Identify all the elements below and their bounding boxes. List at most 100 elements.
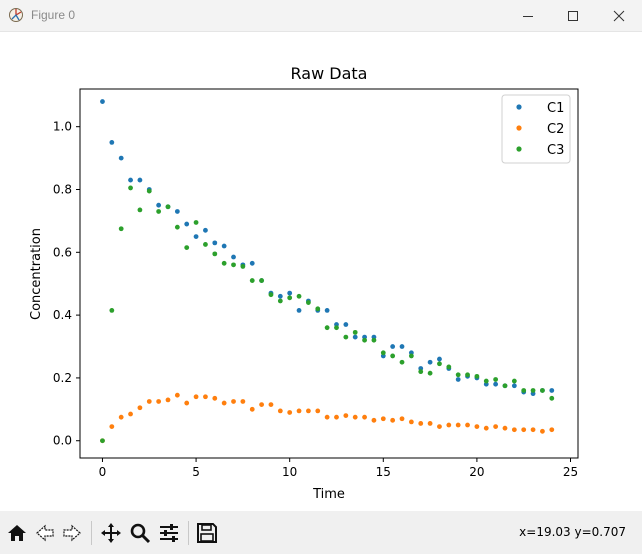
legend-label-c2: C2 — [547, 122, 564, 137]
data-point-c2 — [362, 414, 367, 420]
maximize-icon — [568, 10, 578, 21]
data-point-c3 — [268, 292, 274, 298]
data-point-c1 — [184, 221, 190, 227]
scatter-chart: 0 5 10 15 20 25 0.0 0.2 0.4 0.6 0.8 1.0 Raw Data Ti… — [29, 64, 579, 502]
minimize-button[interactable] — [505, 0, 551, 31]
configure-icon — [160, 524, 178, 542]
figure-app-icon — [9, 8, 23, 22]
data-point-c3 — [502, 383, 508, 389]
data-point-c3 — [277, 298, 283, 304]
y-tick-label: 0.0 — [53, 434, 72, 448]
data-point-c1 — [109, 139, 115, 145]
data-point-c2 — [184, 400, 190, 406]
legend: C1 C2 C3 — [501, 94, 571, 164]
y-tick-label: 0.4 — [53, 308, 72, 322]
data-point-c3 — [165, 204, 171, 210]
x-tick-label: 20 — [469, 465, 484, 479]
data-point-c3 — [465, 372, 470, 378]
data-point-c3 — [427, 370, 433, 376]
data-point-c2 — [109, 424, 115, 429]
pan-button[interactable] — [97, 519, 125, 547]
data-point-c2 — [502, 425, 508, 431]
data-point-c1 — [549, 388, 555, 393]
data-point-c1 — [118, 155, 124, 161]
x-tick-label: 10 — [282, 465, 297, 479]
axes-frame — [79, 88, 579, 459]
data-point-c3 — [259, 278, 265, 283]
data-point-c2 — [118, 414, 124, 420]
forward-button[interactable] — [58, 519, 86, 547]
data-point-c3 — [137, 207, 143, 213]
data-point-c3 — [118, 226, 124, 232]
data-point-c1 — [212, 240, 218, 246]
data-point-c3 — [455, 372, 461, 378]
data-point-c1 — [324, 308, 330, 313]
data-point-c2 — [511, 427, 517, 433]
data-point-c2 — [137, 405, 143, 411]
data-point-c3 — [156, 209, 162, 214]
close-button[interactable] — [596, 0, 642, 31]
back-button[interactable] — [31, 519, 59, 547]
close-icon — [613, 10, 625, 21]
data-point-c2 — [540, 428, 545, 434]
data-point-c3 — [315, 306, 321, 312]
data-point-c3 — [371, 337, 377, 343]
data-point-c1 — [352, 334, 358, 340]
data-point-c2 — [418, 421, 424, 426]
data-point-c1 — [128, 177, 133, 183]
window-title: Figure 0 — [31, 8, 76, 22]
data-point-c2 — [455, 422, 461, 428]
data-point-c2 — [427, 421, 433, 426]
data-point-c2 — [315, 408, 321, 414]
data-point-c3 — [249, 278, 255, 283]
x-tick-label: 0 — [99, 465, 107, 479]
data-point-c1 — [277, 293, 283, 299]
data-point-c2 — [231, 399, 236, 404]
data-point-c2 — [128, 411, 133, 417]
data-point-c1 — [221, 243, 227, 249]
data-point-c3 — [521, 388, 527, 393]
data-point-c3 — [343, 334, 349, 340]
data-point-c2 — [371, 417, 377, 423]
data-point-c1 — [249, 260, 255, 266]
data-point-c1 — [100, 99, 105, 104]
data-point-c3 — [334, 325, 339, 331]
data-point-c1 — [399, 344, 405, 349]
data-point-c1 — [511, 383, 517, 389]
chart-title: Raw Data — [291, 64, 368, 83]
data-point-c2 — [268, 402, 274, 408]
maximize-button[interactable] — [550, 0, 596, 31]
data-point-c1 — [437, 356, 442, 362]
data-point-c3 — [193, 220, 199, 225]
data-point-c3 — [109, 308, 115, 313]
pan-icon — [101, 523, 121, 543]
data-point-c3 — [240, 264, 246, 269]
navigation-toolbar: x=19.03 y=0.707 — [0, 511, 642, 554]
data-point-c3 — [212, 251, 218, 257]
data-point-c3 — [399, 359, 405, 365]
save-button[interactable] — [193, 519, 221, 547]
toolbar-separator — [91, 521, 92, 545]
data-point-c1 — [137, 177, 143, 183]
data-point-c2 — [446, 422, 452, 428]
data-point-c3 — [437, 361, 442, 367]
data-point-c2 — [249, 406, 255, 412]
data-point-c2 — [343, 413, 349, 419]
data-point-c3 — [221, 260, 227, 266]
data-point-c3 — [549, 395, 555, 401]
configure-subplots-button[interactable] — [155, 519, 183, 547]
data-point-c3 — [174, 224, 180, 230]
data-point-c2 — [408, 419, 414, 425]
data-point-c2 — [493, 424, 499, 429]
data-point-c1 — [193, 234, 199, 240]
data-point-c3 — [128, 185, 133, 191]
home-button[interactable] — [3, 519, 31, 547]
data-point-c1 — [493, 381, 499, 387]
x-tick-label: 5 — [192, 465, 200, 479]
zoom-button[interactable] — [126, 519, 154, 547]
data-point-c1 — [174, 209, 180, 214]
figure-canvas[interactable]: 0 5 10 15 20 25 0.0 0.2 0.4 0.6 0.8 1.0 Raw Data Ti… — [0, 32, 642, 510]
data-point-c2 — [277, 408, 283, 414]
data-point-c2 — [212, 395, 218, 401]
data-point-c1 — [390, 344, 396, 349]
